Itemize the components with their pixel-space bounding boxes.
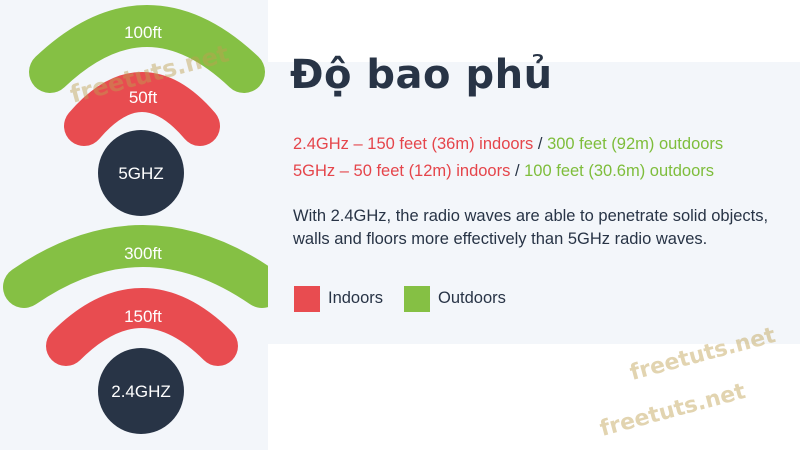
legend-outdoors-swatch [404,286,430,312]
24ghz-indoor-label: 150ft [124,307,162,326]
spec-separator: / [510,162,525,180]
5ghz-outdoor-arc [29,5,265,93]
24ghz-outdoor-label: 300ft [124,244,162,263]
5ghz-label: 5GHZ [118,164,163,183]
24ghz-outdoor-spec: 300 feet (92m) outdoors [547,135,724,153]
diagram-24ghz: 300ft 150ft 2.4GHZ [3,225,268,434]
spec-separator: / [533,135,548,153]
page-title: Độ bao phủ [290,52,553,98]
5ghz-indoor-spec: 5GHz – 50 feet (12m) indoors [293,162,511,180]
diagram-5ghz: 100ft 50ft 5GHZ [29,5,265,216]
watermark: freetuts.net [597,379,749,442]
5ghz-outdoor-label: 100ft [124,23,162,42]
coverage-diagram: 100ft 50ft 5GHZ 300ft 150ft 2.4GHZ [3,5,268,434]
legend-indoors-label: Indoors [328,289,384,307]
spec-line-24ghz: 2.4GHz – 150 feet (36m) indoors / 300 fe… [293,135,723,154]
5ghz-indoor-label: 50ft [129,88,158,107]
5ghz-circle [98,130,184,216]
24ghz-indoor-arc [46,288,238,366]
right-panel [268,62,800,344]
24ghz-circle [98,348,184,434]
24ghz-label: 2.4GHZ [111,382,171,401]
24ghz-outdoor-arc [3,225,268,308]
description-text: With 2.4GHz, the radio waves are able to… [293,207,769,248]
5ghz-indoor-arc [64,72,220,146]
spec-line-5ghz: 5GHz – 50 feet (12m) indoors / 100 feet … [293,162,714,181]
legend-outdoors-label: Outdoors [438,289,506,307]
24ghz-indoor-spec: 2.4GHz – 150 feet (36m) indoors [293,135,534,153]
5ghz-outdoor-spec: 100 feet (30.6m) outdoors [524,162,714,180]
legend-indoors-swatch [294,286,320,312]
